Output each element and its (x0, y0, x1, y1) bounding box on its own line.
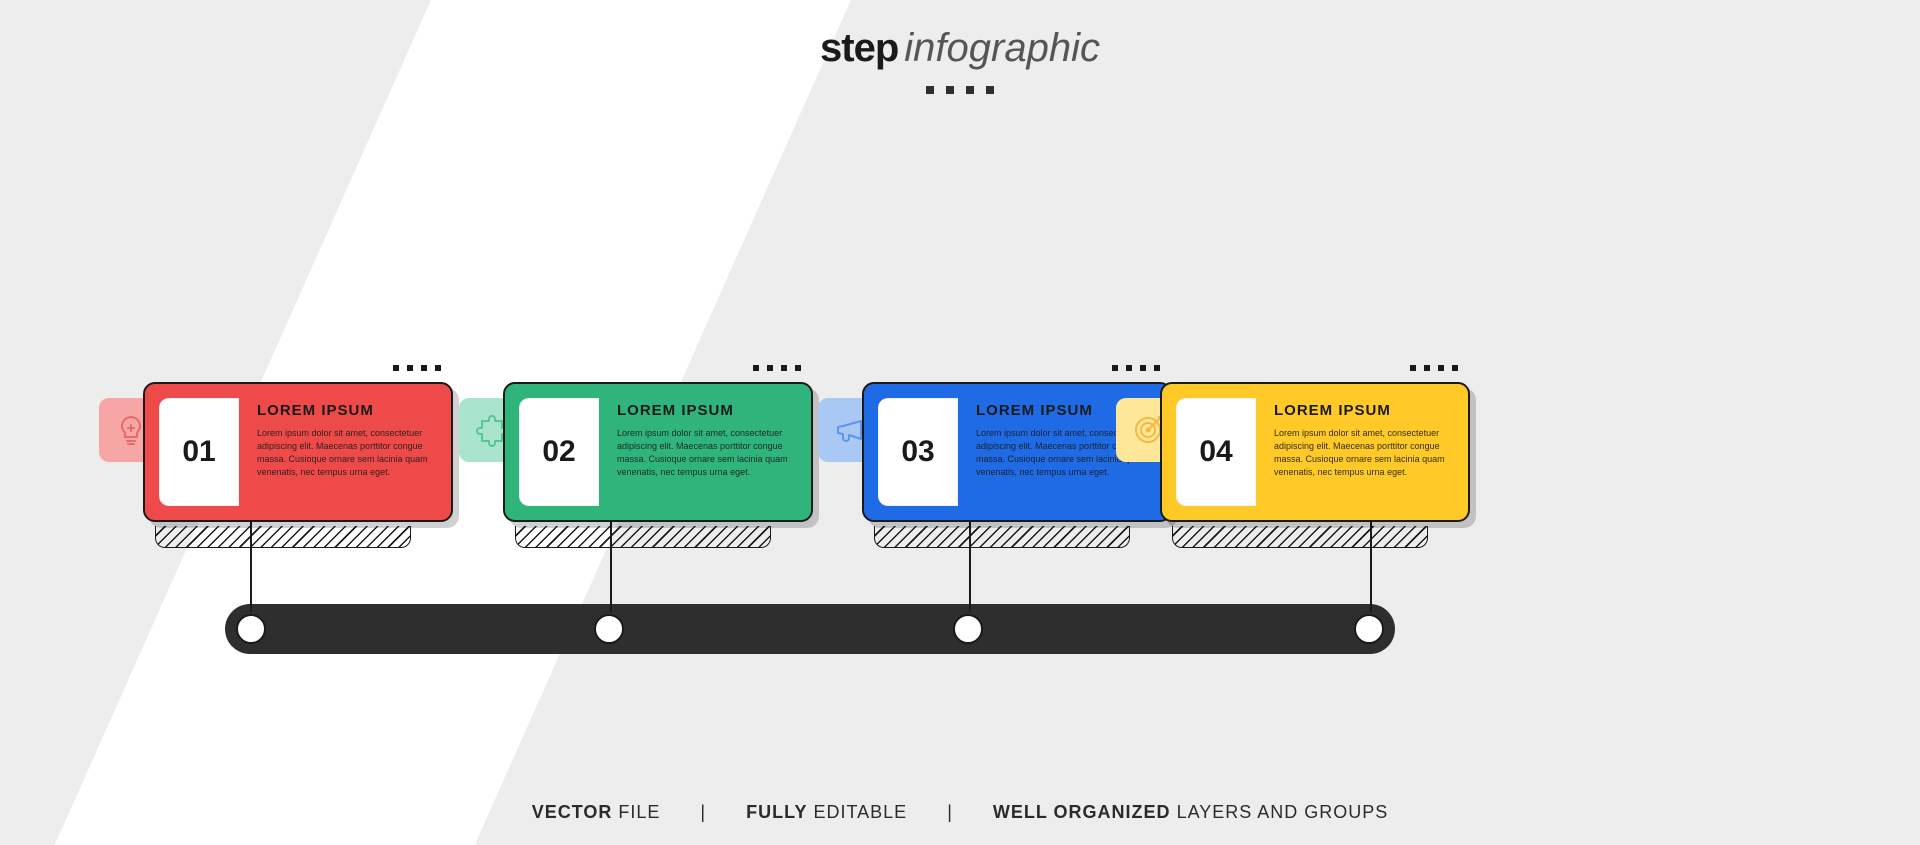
footer-sep: | (700, 802, 706, 822)
footer-thin: EDITABLE (807, 802, 907, 822)
timeline-node (594, 614, 624, 644)
card: 02 LOREM IPSUM Lorem ipsum dolor sit ame… (503, 382, 813, 522)
footer-thin: FILE (612, 802, 660, 822)
step-number: 04 (1176, 398, 1256, 506)
card-body: LOREM IPSUM Lorem ipsum dolor sit amet, … (239, 384, 451, 520)
card: 01 LOREM IPSUM Lorem ipsum dolor sit ame… (143, 382, 453, 522)
step-card: 04 LOREM IPSUM Lorem ipsum dolor sit ame… (1160, 358, 1470, 522)
step-card: 01 LOREM IPSUM Lorem ipsum dolor sit ame… (143, 358, 453, 522)
timeline-node (1354, 614, 1384, 644)
card-top-dots (143, 358, 453, 376)
header: stepinfographic (0, 26, 1920, 99)
step-number: 03 (878, 398, 958, 506)
footer: VECTOR FILE | FULLY EDITABLE | WELL ORGA… (0, 802, 1920, 823)
card-hatch (515, 526, 771, 548)
footer-bold: VECTOR (532, 802, 613, 822)
footer-thin: LAYERS AND GROUPS (1171, 802, 1389, 822)
title-bold: step (820, 26, 898, 70)
header-dots (0, 81, 1920, 99)
step-number: 01 (159, 398, 239, 506)
card-text: Lorem ipsum dolor sit amet, consectetuer… (617, 427, 791, 479)
card-hatch (874, 526, 1130, 548)
card-body: LOREM IPSUM Lorem ipsum dolor sit amet, … (599, 384, 811, 520)
card-title: LOREM IPSUM (257, 402, 431, 419)
footer-sep: | (947, 802, 953, 822)
card-hatch (1172, 526, 1428, 548)
timeline-node (236, 614, 266, 644)
card: 04 LOREM IPSUM Lorem ipsum dolor sit ame… (1160, 382, 1470, 522)
card-text: Lorem ipsum dolor sit amet, consectetuer… (257, 427, 431, 479)
card-top-dots (503, 358, 813, 376)
card-text: Lorem ipsum dolor sit amet, consectetuer… (1274, 427, 1448, 479)
card-top-dots (862, 358, 1172, 376)
card-title: LOREM IPSUM (1274, 402, 1448, 419)
title-italic: infographic (904, 26, 1100, 70)
timeline-track (225, 604, 1395, 654)
footer-bold: FULLY (746, 802, 807, 822)
step-card: 02 LOREM IPSUM Lorem ipsum dolor sit ame… (503, 358, 813, 522)
card-body: LOREM IPSUM Lorem ipsum dolor sit amet, … (1256, 384, 1468, 520)
track-bar (225, 604, 1395, 654)
step-number: 02 (519, 398, 599, 506)
card-hatch (155, 526, 411, 548)
card-title: LOREM IPSUM (617, 402, 791, 419)
timeline-node (953, 614, 983, 644)
card-top-dots (1160, 358, 1470, 376)
footer-bold: WELL ORGANIZED (993, 802, 1171, 822)
page-title: stepinfographic (0, 26, 1920, 71)
